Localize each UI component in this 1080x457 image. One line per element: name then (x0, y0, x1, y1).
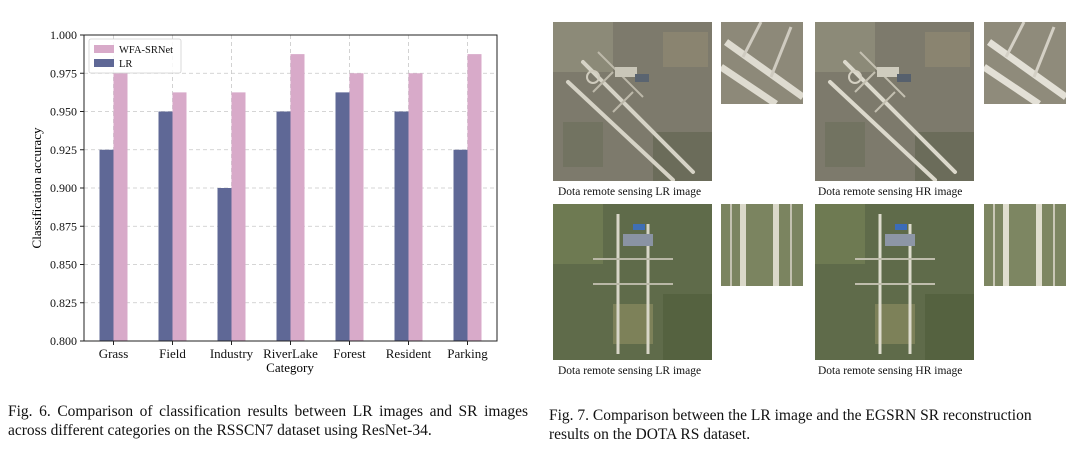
y-tick-labels: 0.800 0.825 0.850 0.875 0.900 0.925 0.950 0.975… (50, 28, 77, 348)
y-tick-label: 0.825 (50, 296, 77, 310)
y-tick-label: 0.925 (50, 143, 77, 157)
bar-lr-riverlake (276, 111, 291, 341)
bar-wfa-srnet-parking (467, 54, 482, 341)
fig6-caption: Fig. 6. Comparison of classification res… (8, 403, 528, 439)
x-tick-label: Industry (210, 346, 254, 361)
x-tick-label: Field (159, 346, 186, 361)
fig7-caption: Fig. 7. Comparison between the LR image … (549, 407, 1032, 443)
y-axis-label: Classification accuracy (29, 127, 44, 248)
bar-lr-industry (217, 188, 232, 341)
bar-lr-resident (394, 111, 409, 341)
bar-wfa-srnet-field (172, 92, 187, 341)
chart-legend: WFA-SRNet LR (88, 38, 182, 74)
y-tick-label: 0.975 (50, 66, 77, 80)
fig7-row2-hr-crop (984, 204, 1066, 286)
fig7-row2-hr-label: Dota remote sensing HR image (818, 365, 963, 377)
legend-label: WFA-SRNet (119, 45, 173, 56)
fig7-row1-lr-image (553, 22, 712, 181)
x-tick-label: Forest (333, 346, 366, 361)
legend-swatch (94, 45, 114, 53)
bar-lr-forest (335, 92, 350, 341)
fig7-row1-lr-label: Dota remote sensing LR image (558, 186, 702, 198)
fig7-row1-lr-crop (721, 22, 803, 104)
fig7-row2-lr-image (553, 204, 712, 360)
bar-wfa-srnet-resident (408, 73, 423, 341)
fig7-row1-hr-crop (984, 22, 1066, 104)
chart-axes (80, 34, 498, 345)
fig6-bar-chart: 0.800 0.825 0.850 0.875 0.900 0.925 0.950 0.975… (29, 28, 498, 375)
bar-wfa-srnet-forest (349, 73, 364, 341)
bar-wfa-srnet-riverlake (290, 54, 305, 341)
x-tick-label: RiverLake (263, 346, 318, 361)
fig7-row2-hr-image (815, 204, 974, 360)
y-tick-label: 0.800 (50, 334, 77, 348)
x-tick-labels: Grass Field Industry RiverLake Forest Residen… (99, 346, 489, 361)
y-tick-label: 0.950 (50, 105, 77, 119)
fig7-row1-hr-label: Dota remote sensing HR image (818, 186, 963, 198)
bar-lr-field (158, 111, 173, 341)
bar-wfa-srnet-industry (231, 92, 246, 341)
legend-label: LR (119, 59, 132, 70)
x-tick-label: Resident (386, 346, 432, 361)
fig7-row1-hr-image (815, 22, 974, 181)
y-tick-label: 0.900 (50, 181, 77, 195)
x-axis-label: Category (266, 360, 314, 375)
plot-frame (83, 34, 498, 342)
fig7-row2-lr-crop (721, 204, 803, 286)
x-tick-label: Grass (99, 346, 129, 361)
bar-lr-parking (453, 149, 468, 341)
bar-lr-grass (99, 149, 114, 341)
legend-swatch (94, 59, 114, 67)
fig7-row2-lr-label: Dota remote sensing LR image (558, 365, 702, 377)
y-tick-label: 0.850 (50, 258, 77, 272)
bar-wfa-srnet-grass (113, 73, 128, 341)
chart-bars (99, 54, 482, 341)
x-tick-label: Parking (447, 346, 488, 361)
y-tick-label: 0.875 (50, 219, 77, 233)
y-tick-label: 1.000 (50, 28, 77, 42)
